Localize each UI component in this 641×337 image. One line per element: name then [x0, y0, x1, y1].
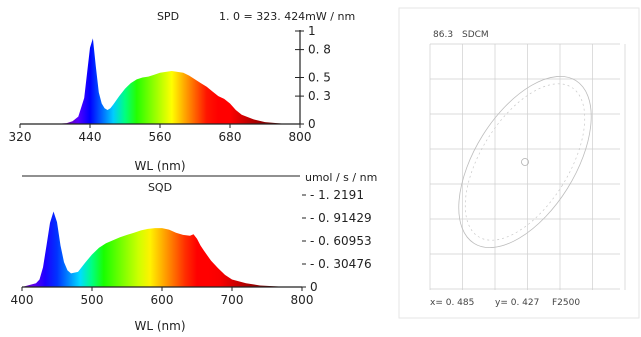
- spd-area: [55, 38, 289, 124]
- sqd-y-tick-label: 0: [310, 280, 318, 294]
- sqd-y-tick-label: - 0. 91429: [310, 211, 372, 225]
- sqd-x-label: WL (nm): [134, 319, 185, 333]
- sqd-area: [22, 211, 288, 287]
- spd-scale-note: 1. 0 = 323. 424mW / nm: [219, 10, 355, 23]
- spd-x-tick-label: 560: [149, 130, 172, 144]
- sdcm-label: SDCM: [462, 30, 489, 40]
- spd-y-tick-label: 0. 5: [308, 71, 331, 85]
- sqd-x-tick-label: 500: [81, 293, 104, 307]
- sdcm-value: 86.3: [433, 30, 453, 40]
- sdcm-frame: [398, 7, 640, 319]
- spd-x-label: WL (nm): [134, 159, 185, 173]
- spd-y-tick-label: 0. 8: [308, 43, 331, 57]
- spd-y-tick-label: 0. 3: [308, 89, 331, 103]
- sqd-y-tick-label: - 1. 2191: [310, 188, 364, 202]
- sdcm-ellipse-outer: [458, 75, 592, 249]
- sqd-panel: SQD umol / s / nm 400 500 600 700 800 0 - 0. …: [11, 171, 378, 333]
- sqd-x-tick-label: 800: [291, 293, 314, 307]
- readout-y: y= 0. 427: [495, 298, 539, 308]
- sqd-y-tick-label: - 0. 30476: [310, 257, 372, 271]
- spd-panel: SPD 1. 0 = 323. 424mW / nm 320 440 560 680 8…: [9, 10, 355, 177]
- spd-x-tick-label: 440: [79, 130, 102, 144]
- sqd-title: SQD: [148, 181, 172, 194]
- spd-y-tick-label: 0: [308, 117, 316, 131]
- readout-x: x= 0. 485: [430, 298, 474, 308]
- spd-y-tick-label: 1: [308, 24, 316, 38]
- sqd-x-tick-label: 700: [221, 293, 244, 307]
- sdcm-ellipses: [458, 75, 592, 249]
- sdcm-grid: [429, 43, 626, 290]
- spd-title: SPD: [157, 10, 179, 23]
- sdcm-center-point: [521, 158, 529, 166]
- sqd-scale-note: umol / s / nm: [305, 171, 377, 184]
- spd-x-tick-label: 800: [289, 130, 312, 144]
- sqd-x-tick-label: 600: [151, 293, 174, 307]
- sqd-y-tick-label: - 0. 60953: [310, 234, 372, 248]
- spd-x-tick-label: 680: [219, 130, 242, 144]
- sdcm-panel: 86.3 SDCM x= 0. 485 y= 0. 427 F2500: [398, 7, 640, 319]
- spd-x-tick-label: 320: [9, 130, 32, 144]
- sqd-x-tick-label: 400: [11, 293, 34, 307]
- sdcm-ellipse-inner: [464, 83, 586, 241]
- readout-code: F2500: [552, 298, 580, 308]
